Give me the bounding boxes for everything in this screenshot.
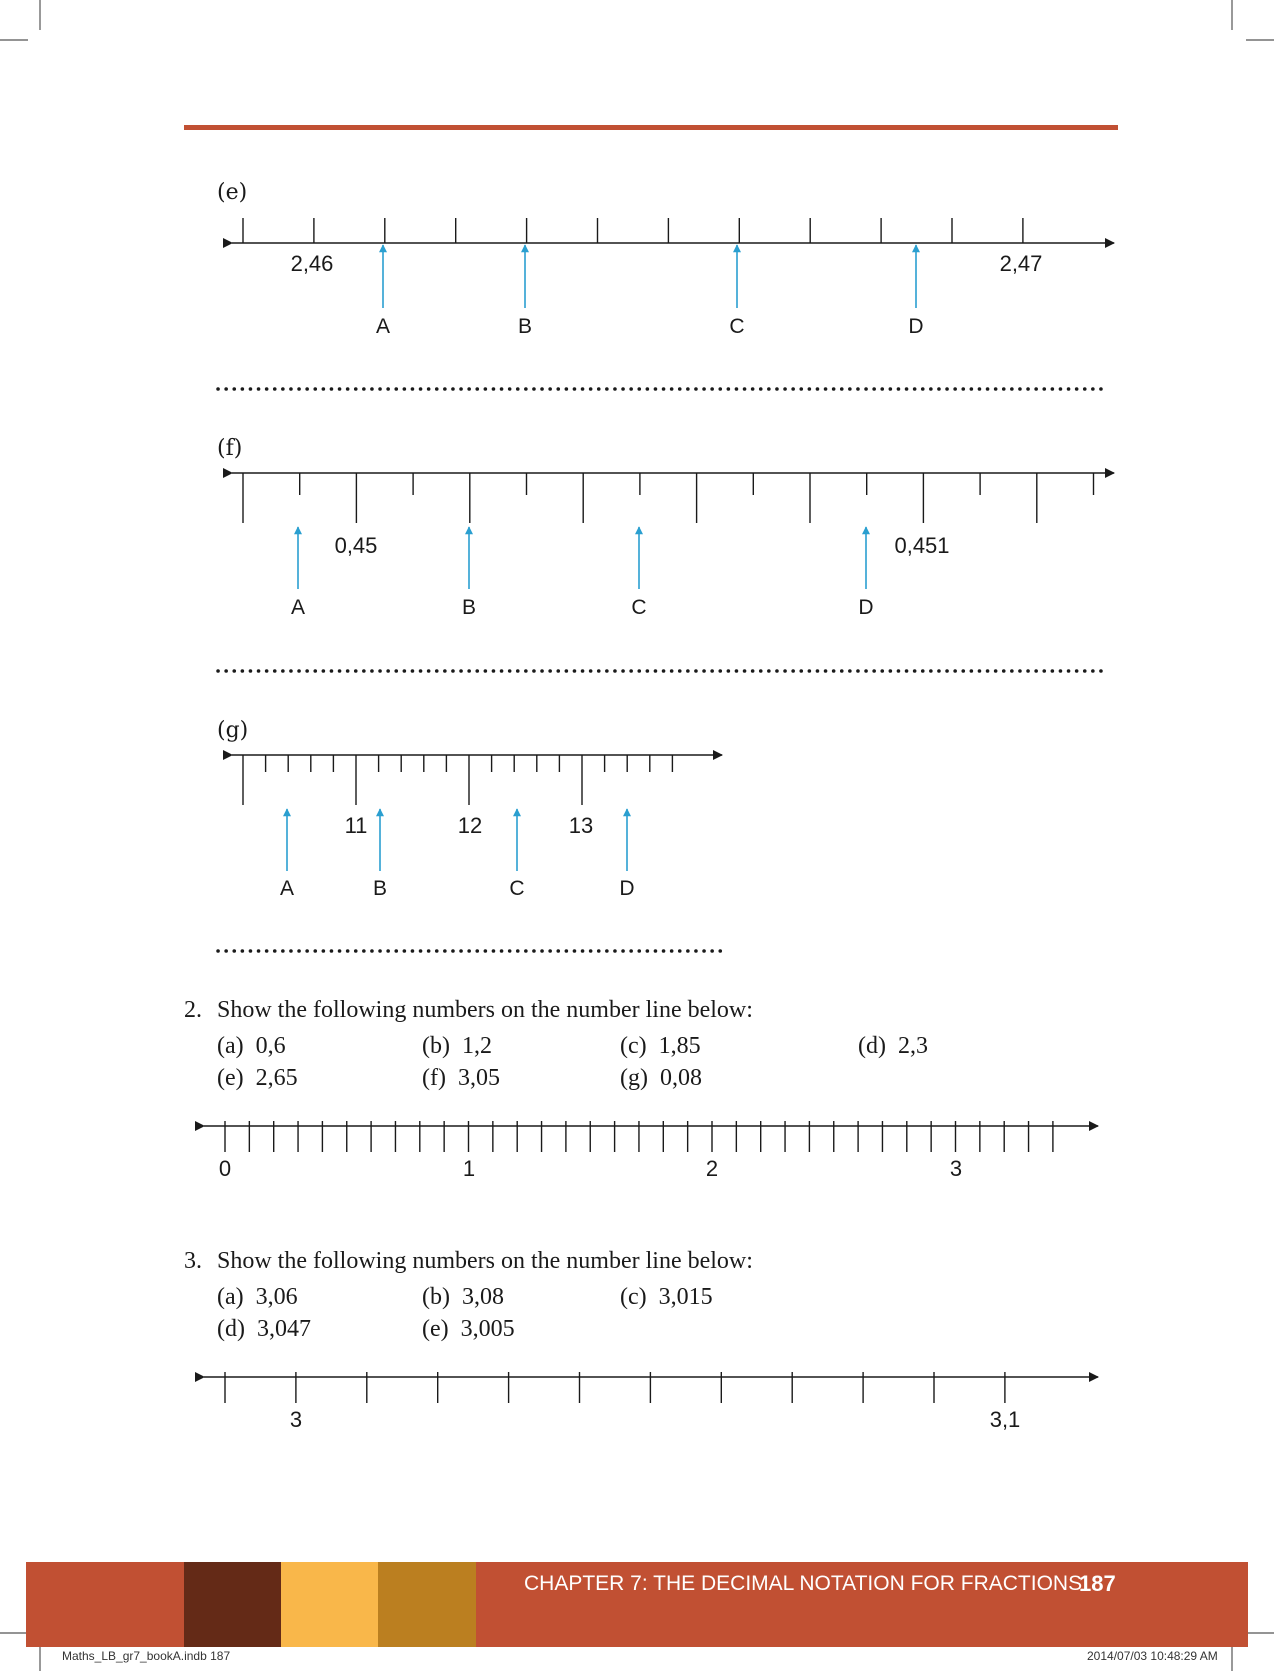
- q2-line-label-1: 1: [463, 1156, 475, 1181]
- line-f-point-label: C: [631, 596, 646, 619]
- q3-option-b: (b) 3,08: [422, 1284, 504, 1311]
- number-line-e: A B C D 2,46 2,47: [223, 218, 1115, 338]
- number-line-f: A B C D 0,45 0,451: [223, 468, 1115, 619]
- option-value: 3,047: [256, 1316, 311, 1342]
- q2-option-d: (d) 2,3: [858, 1033, 928, 1060]
- option-value: 2,3: [897, 1033, 928, 1059]
- question-3-number: 3.: [184, 1248, 202, 1274]
- q2-option-b: (b) 1,2: [422, 1033, 492, 1060]
- option-letter: (b): [422, 1284, 450, 1310]
- option-letter: (c): [620, 1284, 647, 1310]
- q3-option-c: (c) 3,015: [620, 1284, 713, 1311]
- question-2-number: 2.: [184, 997, 202, 1023]
- line-e-point-label: D: [908, 315, 923, 338]
- q2-option-e: (e) 2,65: [217, 1065, 298, 1092]
- q3-option-d: (d) 3,047: [217, 1316, 311, 1343]
- option-letter: (e): [422, 1316, 449, 1342]
- option-letter: (b): [422, 1033, 450, 1059]
- line-f-end-value: 0,451: [894, 533, 949, 558]
- header-rule: [184, 125, 1118, 130]
- q3-line-label-3-1: 3,1: [990, 1407, 1021, 1432]
- option-letter: (d): [858, 1033, 886, 1059]
- footer-color-block-3: [378, 1562, 476, 1647]
- q3-line-label-3: 3: [290, 1407, 302, 1432]
- q2-line-label-2: 2: [706, 1156, 718, 1181]
- q2-option-a: (a) 0,6: [217, 1033, 286, 1060]
- q2-line-label-3: 3: [950, 1156, 962, 1181]
- line-f-start-value: 0,45: [335, 533, 378, 558]
- line-g-point-label: C: [509, 877, 524, 900]
- option-letter: (c): [620, 1033, 647, 1059]
- line-e-point-label: C: [729, 315, 744, 338]
- option-letter: (e): [217, 1065, 244, 1091]
- line-g-point-label: D: [619, 877, 634, 900]
- q2-option-g: (g) 0,08: [620, 1065, 702, 1092]
- line-g-tick-value-11: 11: [345, 813, 368, 838]
- option-letter: (g): [620, 1065, 648, 1091]
- line-g-point-label: A: [280, 877, 294, 900]
- number-line-q2: 0 1 2 3: [195, 1121, 1099, 1181]
- line-e-end-value: 2,47: [1000, 251, 1043, 276]
- q3-option-a: (a) 3,06: [217, 1284, 298, 1311]
- q2-option-f: (f) 3,05: [422, 1065, 500, 1092]
- line-g-point-label: B: [373, 877, 387, 900]
- part-label-e: (e): [217, 180, 248, 205]
- option-value: 2,65: [255, 1065, 298, 1091]
- line-f-point-label: D: [858, 596, 873, 619]
- option-value: 3,015: [658, 1284, 713, 1310]
- line-f-point-label: A: [291, 596, 305, 619]
- line-e-point-label: B: [518, 315, 532, 338]
- option-value: 3,06: [255, 1284, 298, 1310]
- q3-option-e: (e) 3,005: [422, 1316, 515, 1343]
- line-e-start-value: 2,46: [291, 251, 334, 276]
- slug-timestamp: 2014/07/03 10:48:29 AM: [1087, 1649, 1218, 1663]
- line-g-tick-value-13: 13: [569, 813, 593, 838]
- option-letter: (a): [217, 1033, 244, 1059]
- question-2-prompt: Show the following numbers on the number…: [217, 997, 753, 1023]
- option-letter: (f): [422, 1065, 446, 1091]
- option-letter: (d): [217, 1316, 245, 1342]
- option-value: 0,6: [255, 1033, 286, 1059]
- part-label-f: (f): [217, 436, 243, 461]
- line-f-point-label: B: [462, 596, 476, 619]
- option-value: 3,05: [457, 1065, 500, 1091]
- option-letter: (a): [217, 1284, 244, 1310]
- question-3-prompt: Show the following numbers on the number…: [217, 1248, 753, 1274]
- q2-line-label-0: 0: [219, 1156, 231, 1181]
- option-value: 1,2: [461, 1033, 492, 1059]
- slug-file-info: Maths_LB_gr7_bookA.indb 187: [62, 1649, 231, 1663]
- option-value: 3,005: [460, 1316, 515, 1342]
- line-g-tick-value-12: 12: [458, 813, 482, 838]
- number-line-q3: 3 3,1: [195, 1372, 1099, 1432]
- part-label-g: (g): [217, 718, 249, 743]
- footer-chapter-title: CHAPTER 7: THE DECIMAL NOTATION FOR FRAC…: [524, 1572, 1083, 1595]
- option-value: 1,85: [658, 1033, 701, 1059]
- option-value: 0,08: [659, 1065, 702, 1091]
- line-e-point-label: A: [376, 315, 390, 338]
- number-line-g: A B C D 11 12 13: [223, 750, 723, 900]
- footer-page-number: 187: [1079, 1571, 1116, 1596]
- q2-option-c: (c) 1,85: [620, 1033, 701, 1060]
- footer-color-block-2: [281, 1562, 378, 1647]
- option-value: 3,08: [461, 1284, 504, 1310]
- footer-color-block-1: [184, 1562, 281, 1647]
